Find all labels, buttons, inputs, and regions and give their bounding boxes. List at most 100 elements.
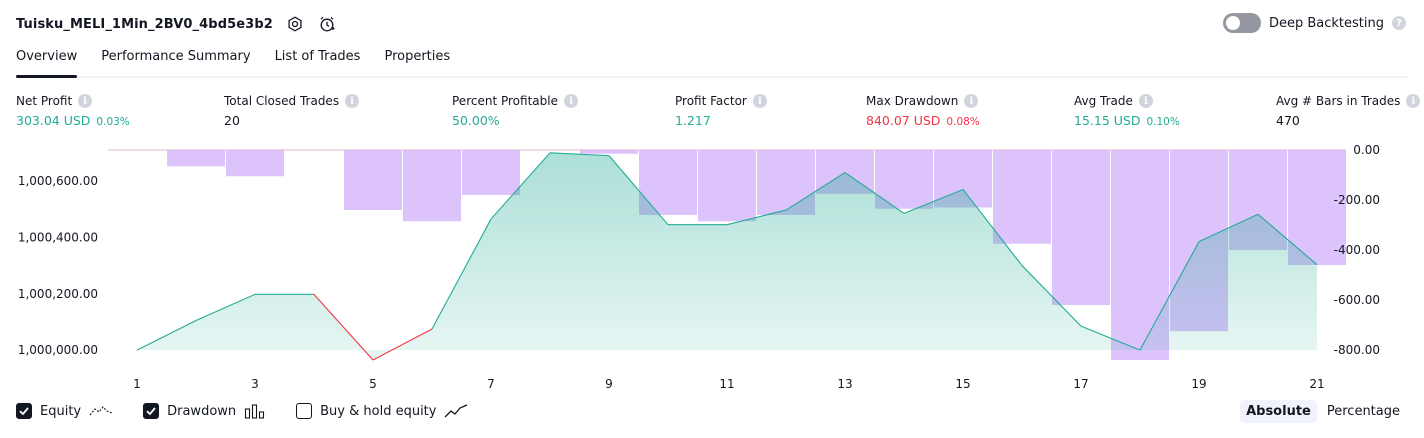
equity-toggle-label: Equity	[40, 403, 82, 419]
metric-percent: 0.08%	[946, 116, 980, 128]
equity-line-segment	[549, 152, 610, 157]
left-axis-label: 1,000,400.00	[18, 230, 98, 244]
settings-icon[interactable]	[285, 14, 305, 34]
equity-toggle[interactable]: Equity	[16, 403, 113, 419]
metric-percent: 0.10%	[1146, 116, 1180, 128]
drawdown-checkbox[interactable]	[143, 403, 160, 419]
x-axis-label: 11	[719, 377, 734, 391]
equity-line-segment	[903, 188, 964, 214]
metric-percent-profitable: Percent Profitable i 50.00%	[452, 93, 578, 128]
equity-line-segment	[962, 189, 1023, 266]
drawdown-bar	[698, 150, 756, 222]
drawdown-bar	[875, 150, 933, 209]
equity-line-segment	[1198, 213, 1259, 243]
scale-mode: Absolute Percentage	[1240, 400, 1406, 423]
chart-toggles: Equity Drawdown Buy & hold equity	[16, 403, 468, 419]
drawdown-toggle[interactable]: Drawdown	[143, 403, 266, 419]
drawdown-toggle-label: Drawdown	[167, 403, 237, 419]
left-axis-label: 1,000,600.00	[18, 174, 98, 188]
tab-list-of-trades[interactable]: List of Trades	[274, 49, 361, 64]
tab-overview[interactable]: Overview	[16, 46, 78, 78]
metric-avg-trade: Avg Trade i 15.15 USD 0.10%	[1074, 93, 1180, 128]
metric-label: Avg # Bars in Trades	[1276, 94, 1401, 108]
x-axis-label: 13	[837, 377, 852, 391]
right-axis-label: -400.00	[1334, 243, 1380, 257]
left-axis-label: 1,000,200.00	[18, 287, 98, 301]
equity-icon	[89, 406, 113, 416]
equity-drawdown-chart[interactable]: 1,000,000.00 1,000,200.00 1,000,400.00 1,00…	[0, 138, 1424, 398]
buy-hold-checkbox[interactable]	[296, 403, 313, 419]
info-icon[interactable]: i	[1138, 94, 1153, 108]
drawdown-icon	[245, 404, 265, 419]
x-axis-label: 1	[133, 377, 141, 391]
equity-line-segment	[1257, 213, 1318, 266]
equity-line-segment	[313, 293, 374, 361]
drawdown-bar	[403, 150, 461, 222]
metric-avg-bars-in-trades: Avg # Bars in Trades i 470	[1276, 93, 1421, 128]
equity-line-segment	[1080, 325, 1141, 351]
metric-label: Total Closed Trades	[224, 94, 340, 108]
left-axis-label: 1,000,000.00	[18, 343, 98, 357]
buy-hold-toggle-label: Buy & hold equity	[320, 403, 437, 419]
x-axis-label: 17	[1073, 377, 1088, 391]
equity-area	[137, 152, 1317, 360]
tab-performance-summary[interactable]: Performance Summary	[101, 49, 251, 64]
metric-value: 20	[224, 113, 240, 128]
equity-line-segment	[1139, 241, 1200, 351]
deep-backtesting-toggle[interactable]	[1222, 13, 1261, 33]
right-axis-label: -600.00	[1334, 293, 1380, 307]
metric-value: 303.04 USD	[16, 113, 91, 128]
equity-line-segment	[372, 328, 433, 361]
metric-total-closed-trades: Total Closed Trades i 20	[224, 93, 360, 128]
metric-percent: 0.03%	[96, 116, 130, 128]
drawdown-bar	[1288, 150, 1346, 265]
info-icon[interactable]: i	[563, 94, 578, 108]
absolute-button[interactable]: Absolute	[1240, 400, 1317, 423]
help-icon[interactable]: ?	[1392, 16, 1406, 30]
x-axis-label: 19	[1191, 377, 1206, 391]
equity-line-segment	[431, 218, 492, 330]
tab-properties[interactable]: Properties	[384, 49, 451, 64]
drawdown-bar	[993, 150, 1051, 244]
x-axis-label: 21	[1309, 377, 1324, 391]
equity-line-segment	[726, 209, 787, 226]
equity-checkbox[interactable]	[16, 403, 32, 419]
right-axis-label: -200.00	[1334, 193, 1380, 207]
info-icon[interactable]: i	[964, 94, 979, 108]
metric-label: Percent Profitable	[452, 94, 558, 108]
deep-backtesting-label: Deep Backtesting	[1268, 15, 1384, 31]
percentage-button[interactable]: Percentage	[1326, 404, 1400, 419]
info-icon[interactable]: i	[752, 94, 767, 108]
buy-hold-toggle[interactable]: Buy & hold equity	[296, 403, 468, 419]
metric-value: 15.15 USD	[1074, 113, 1141, 128]
metric-label: Profit Factor	[675, 94, 747, 108]
equity-line-segment	[844, 172, 905, 214]
drawdown-bar	[226, 150, 284, 177]
info-icon[interactable]: i	[78, 94, 93, 108]
strategy-header: Tuisku_MELI_1Min_2BV0_4bd5e3b2	[16, 12, 337, 36]
alert-clock-icon[interactable]	[317, 14, 337, 34]
equity-line-segment	[608, 155, 669, 226]
info-icon[interactable]: i	[345, 94, 360, 108]
x-axis-label: 3	[251, 377, 259, 391]
metric-value: 50.00%	[452, 113, 500, 128]
metric-value: 470	[1276, 113, 1300, 128]
equity-line-segment	[490, 152, 551, 220]
drawdown-bar	[344, 150, 402, 210]
equity-line-segment	[1021, 265, 1082, 327]
metric-max-drawdown: Max Drawdown i 840.07 USD 0.08%	[866, 93, 980, 128]
drawdown-bar	[580, 150, 638, 154]
metric-value: 840.07 USD	[866, 113, 941, 128]
info-icon[interactable]: i	[1406, 94, 1421, 108]
drawdown-bar	[462, 150, 520, 195]
metric-profit-factor: Profit Factor i 1.217	[675, 93, 767, 128]
x-axis-label: 15	[955, 377, 970, 391]
strategy-name: Tuisku_MELI_1Min_2BV0_4bd5e3b2	[16, 16, 273, 32]
metric-label: Net Profit	[16, 94, 73, 108]
deep-backtesting: Deep Backtesting ?	[1222, 13, 1406, 33]
x-axis-label: 7	[487, 377, 495, 391]
metric-label: Max Drawdown	[866, 94, 959, 108]
equity-line-segment	[195, 293, 256, 322]
equity-line-segment	[785, 172, 846, 211]
x-axis-label: 5	[369, 377, 377, 391]
